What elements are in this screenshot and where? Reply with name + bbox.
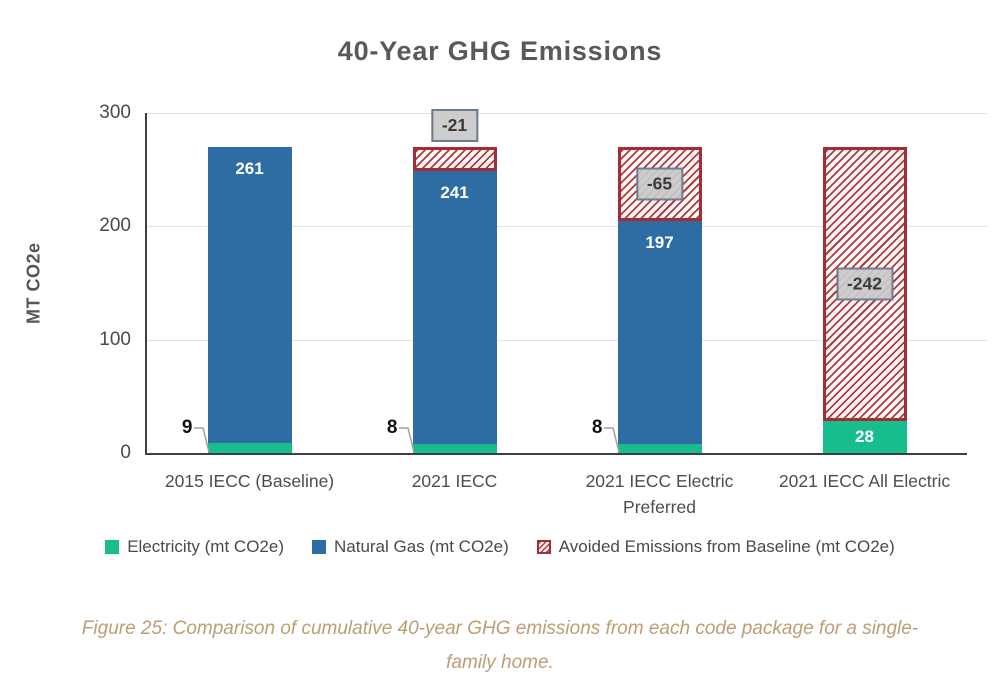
x-axis-label: 2015 IECC (Baseline) [164,471,335,491]
legend-item-electricity: Electricity (mt CO2e) [105,537,284,557]
gridline-100 [147,339,987,341]
bar-segment-natural_gas [617,220,702,444]
bar-value-label: 8 [591,417,603,438]
avoided-value-box: -21 [430,109,479,142]
y-tick-label: 0 [120,442,131,463]
x-axis-label: 2021 IECC All Electric [778,471,951,491]
bar-segment-electricity [207,442,292,453]
legend-item-natural-gas: Natural Gas (mt CO2e) [311,537,509,557]
electricity-swatch-icon [105,540,120,554]
bar-value-label: 9 [181,417,193,438]
bar-segment-electricity [617,443,702,453]
y-axis-title: MT CO2e [23,242,44,324]
avoided-value-box: -65 [635,167,684,201]
bar-value-label: 8 [386,417,398,438]
bar-segment-avoided [412,147,497,171]
bar-segment-natural_gas [207,147,292,443]
legend-item-avoided: Avoided Emissions from Baseline (mt CO2e… [536,537,895,557]
callout-line [603,427,620,453]
legend-label-avoided: Avoided Emissions from Baseline (mt CO2e… [558,537,895,556]
gridline-300 [147,113,987,114]
x-axis-label: 2021 IECC [411,471,498,491]
bar-segment-electricity [822,421,907,453]
x-axis-label: 2021 IECC Electric Preferred [585,471,734,518]
chart-title: 40-Year GHG Emissions [337,36,663,66]
legend: Electricity (mt CO2e) Natural Gas (mt CO… [0,537,1000,557]
callout-line [398,427,415,453]
avoided-value-box: -242 [835,267,894,301]
bar-value-label: 197 [645,232,674,252]
legend-label-natural-gas: Natural Gas (mt CO2e) [333,537,509,556]
bar-value-label: 261 [235,159,264,178]
bar-value-label: 28 [855,427,874,447]
bar-segment-natural_gas [412,170,497,444]
y-tick-label: 200 [99,215,131,237]
figure-caption: Figure 25: Comparison of cumulative 40-y… [81,618,919,674]
bar-value-label: 241 [440,182,469,202]
bar-segment-electricity [412,443,497,453]
natural-gas-swatch-icon [311,540,326,554]
gridline-200 [147,226,987,228]
callout-line [193,427,210,453]
legend-label-electricity: Electricity (mt CO2e) [127,537,284,556]
avoided-emissions-swatch-icon [536,540,551,554]
plot-area: 0 100 200 300 9 261 2015 IECC (Baseline) 8 241 -2… [99,102,987,517]
y-tick-label: 100 [99,328,131,350]
y-tick-label: 300 [99,102,131,123]
